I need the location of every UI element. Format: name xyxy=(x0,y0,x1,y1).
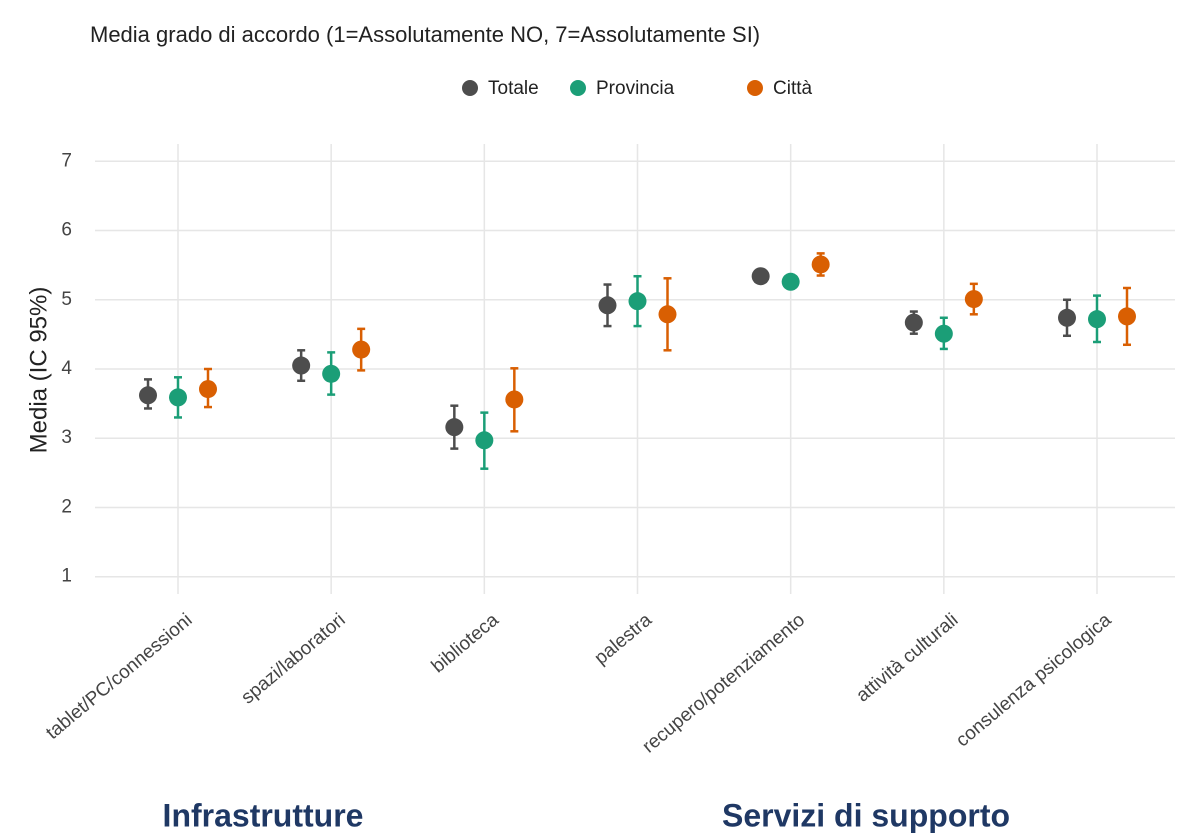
y-tick-label: 3 xyxy=(61,427,72,448)
legend-marker xyxy=(462,80,478,96)
point xyxy=(658,305,677,324)
group-label: Servizi di supporto xyxy=(722,797,1010,833)
point xyxy=(322,364,341,383)
point xyxy=(505,390,524,409)
y-tick-label: 1 xyxy=(61,566,72,587)
y-axis-label: Media (IC 95%) xyxy=(25,287,52,454)
point xyxy=(1118,307,1136,326)
legend-marker xyxy=(747,80,763,96)
point xyxy=(445,418,464,437)
point xyxy=(904,313,923,332)
point xyxy=(169,388,187,407)
point xyxy=(292,356,311,375)
y-tick-label: 5 xyxy=(61,289,72,310)
chart-title: Media grado di accordo (1=Assolutamente … xyxy=(90,22,760,47)
y-tick-label: 7 xyxy=(61,150,72,171)
point xyxy=(598,296,617,315)
point xyxy=(964,290,983,309)
legend-marker xyxy=(570,80,586,96)
point xyxy=(934,324,953,343)
point xyxy=(811,255,830,274)
x-tick-label: biblioteca xyxy=(428,609,503,677)
x-tick-label: recupero/potenziamento xyxy=(639,610,809,758)
point xyxy=(1088,310,1106,329)
legend-label: Totale xyxy=(488,78,539,99)
point xyxy=(1058,308,1076,327)
legend-label: Città xyxy=(773,78,813,99)
point xyxy=(199,380,217,399)
x-tick-label: palestra xyxy=(591,609,657,669)
point xyxy=(781,272,800,291)
point xyxy=(352,340,371,359)
legend-label: Provincia xyxy=(596,78,675,99)
y-tick-label: 4 xyxy=(61,358,72,379)
x-tick-label: consulenza psicologica xyxy=(952,609,1116,751)
point xyxy=(628,292,647,311)
point xyxy=(139,386,157,405)
y-tick-label: 6 xyxy=(61,220,72,241)
x-tick-label: spazi/laboratori xyxy=(237,610,349,709)
x-tick-label: tablet/PC/connessioni xyxy=(42,610,196,744)
y-tick-label: 2 xyxy=(61,496,72,517)
point xyxy=(751,267,770,286)
x-tick-label: attività culturali xyxy=(853,610,963,707)
group-label: Infrastrutture xyxy=(163,797,364,833)
point xyxy=(475,431,494,450)
